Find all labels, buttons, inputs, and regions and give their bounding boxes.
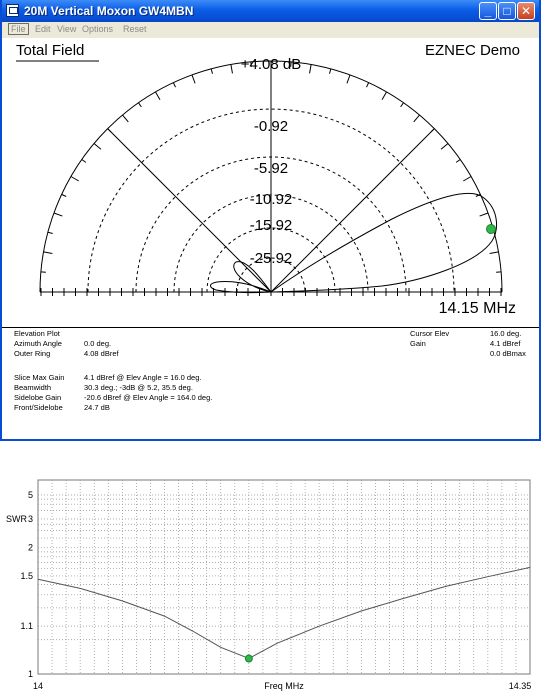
swr-y-tick: 1.1 xyxy=(20,621,33,631)
ring-labels: +4.08 dB -0.92 -5.92 -10.92 -15.92 -25.92 xyxy=(241,56,301,267)
ring-tick xyxy=(475,193,481,197)
swr-y-tick: 3 xyxy=(28,514,33,524)
ring-tick xyxy=(309,64,312,74)
info-separator xyxy=(2,327,539,328)
swr-horizontal-grid xyxy=(38,494,530,641)
pattern-trace xyxy=(210,192,497,294)
stat-sidelobe-value: -20.6 dBref @ Elev Angle = 164.0 deg. xyxy=(84,393,213,402)
angle-spokes xyxy=(107,61,435,293)
menu-bar: File Edit View Options Reset xyxy=(2,22,539,38)
ring-tick xyxy=(366,82,370,88)
ring-tick xyxy=(81,159,87,163)
stat-front-side-value: 24.7 dB xyxy=(84,403,110,412)
ring-tick xyxy=(47,231,53,234)
eznec-window: 20M Vertical Moxon GW4MBN _ □ ✕ File Edi… xyxy=(0,0,541,441)
ring-tick xyxy=(155,91,161,100)
ring-tick xyxy=(107,128,112,133)
cursor-elev-value: 16.0 deg. xyxy=(490,329,522,338)
ring-tick xyxy=(489,251,499,254)
minimize-icon: _ xyxy=(484,4,492,18)
angle-spoke xyxy=(270,128,435,293)
brand-label: EZNEC Demo xyxy=(425,42,520,59)
gain-ring xyxy=(236,257,306,293)
swr-x-axis-label: Freq MHz xyxy=(264,681,304,691)
cursor-marker[interactable] xyxy=(486,224,496,234)
swr-chart: 5 3 2 1.5 1.1 1 SWR 14 Freq MHz 14.35 xyxy=(6,479,532,691)
stat-front-side-label: Front/Sidelobe xyxy=(14,403,63,412)
swr-y-tick: 1 xyxy=(28,669,33,679)
elevation-pattern-plot: Total Field EZNEC Demo +4.08 dB -0.92 -5.9… xyxy=(16,42,520,317)
close-icon: ✕ xyxy=(520,4,532,18)
stat-sidelobe-label: Sidelobe Gain xyxy=(14,393,62,402)
cursor-dbmax-value: 0.0 dBmax xyxy=(490,349,526,358)
ring-label: -10.92 xyxy=(250,191,293,208)
title-bar[interactable]: 20M Vertical Moxon GW4MBN _ □ ✕ xyxy=(2,0,539,22)
menu-options[interactable]: Options xyxy=(82,24,114,34)
info-outer-ring-value: 4.08 dBref xyxy=(84,349,119,358)
ring-tick xyxy=(413,114,420,123)
swr-marker[interactable] xyxy=(244,654,253,663)
ring-label: +4.08 dB xyxy=(241,56,301,73)
cursor-elev-label: Cursor Elev xyxy=(410,329,450,338)
window-title: 20M Vertical Moxon GW4MBN xyxy=(24,4,194,18)
menu-view[interactable]: View xyxy=(57,24,77,34)
maximize-button[interactable]: □ xyxy=(498,2,516,20)
ring-tick xyxy=(346,74,351,84)
ring-tick xyxy=(329,68,332,74)
close-button[interactable]: ✕ xyxy=(517,2,535,20)
ring-tick xyxy=(440,143,449,150)
ring-label: -0.92 xyxy=(254,118,288,135)
ring-label: -15.92 xyxy=(250,217,293,234)
ring-tick xyxy=(463,176,472,182)
stat-max-gain-label: Slice Max Gain xyxy=(14,373,65,382)
cursor-gain-label: Gain xyxy=(410,339,426,348)
ring-tick xyxy=(93,143,102,150)
swr-y-tick: 2 xyxy=(28,542,33,552)
stat-beamwidth-value: 30.3 deg.; -3dB @ 5.2, 35.5 deg. xyxy=(84,383,193,392)
swr-curve xyxy=(37,566,531,660)
ring-tick xyxy=(43,251,53,254)
ring-tick xyxy=(61,193,67,197)
ring-tick xyxy=(172,82,176,88)
swr-y-tick: 1.5 xyxy=(20,571,33,581)
menu-reset[interactable]: Reset xyxy=(123,24,147,34)
info-azimuth-value: 0.0 deg. xyxy=(84,339,112,348)
ring-tick xyxy=(400,102,404,108)
minimize-button[interactable]: _ xyxy=(479,2,497,20)
cursor-gain-value: 4.1 dBref xyxy=(490,339,521,348)
ring-tick xyxy=(381,91,387,100)
angle-spoke xyxy=(107,128,272,293)
ring-tick xyxy=(455,159,461,163)
info-azimuth-label: Azimuth Angle xyxy=(14,339,62,348)
ring-label: -5.92 xyxy=(254,160,288,177)
maximize-icon: □ xyxy=(503,4,511,18)
pattern-heading: Total Field xyxy=(16,42,84,59)
frequency-label: 14.15 MHz xyxy=(439,300,516,317)
menu-file[interactable]: File xyxy=(8,23,29,35)
swr-plot-area xyxy=(37,479,531,675)
stat-max-gain-value: 4.1 dBref @ Elev Angle = 16.0 deg. xyxy=(84,373,202,382)
stat-beamwidth-label: Beamwidth xyxy=(14,383,52,392)
ring-tick xyxy=(122,114,129,123)
menu-edit[interactable]: Edit xyxy=(35,24,51,34)
ring-tick xyxy=(479,212,489,217)
ring-tick xyxy=(210,68,213,74)
swr-y-tick-labels: 5 3 2 1.5 1.1 1 xyxy=(20,490,33,679)
ring-label: -25.92 xyxy=(250,250,293,267)
info-plot-type: Elevation Plot xyxy=(14,329,60,338)
ring-tick xyxy=(230,64,233,74)
ring-tick xyxy=(191,74,196,84)
ring-tick xyxy=(138,102,142,108)
ring-tick xyxy=(430,128,435,133)
info-outer-ring-label: Outer Ring xyxy=(14,349,51,358)
gain-ring xyxy=(87,108,455,293)
swr-y-tick: 5 xyxy=(28,490,33,500)
swr-x-min-label: 14 xyxy=(33,681,43,691)
app-icon[interactable] xyxy=(6,4,19,17)
swr-x-max-label: 14.35 xyxy=(509,681,532,691)
ring-tick xyxy=(53,212,63,217)
swr-y-axis-label: SWR xyxy=(6,514,27,524)
ring-tick xyxy=(70,176,79,182)
